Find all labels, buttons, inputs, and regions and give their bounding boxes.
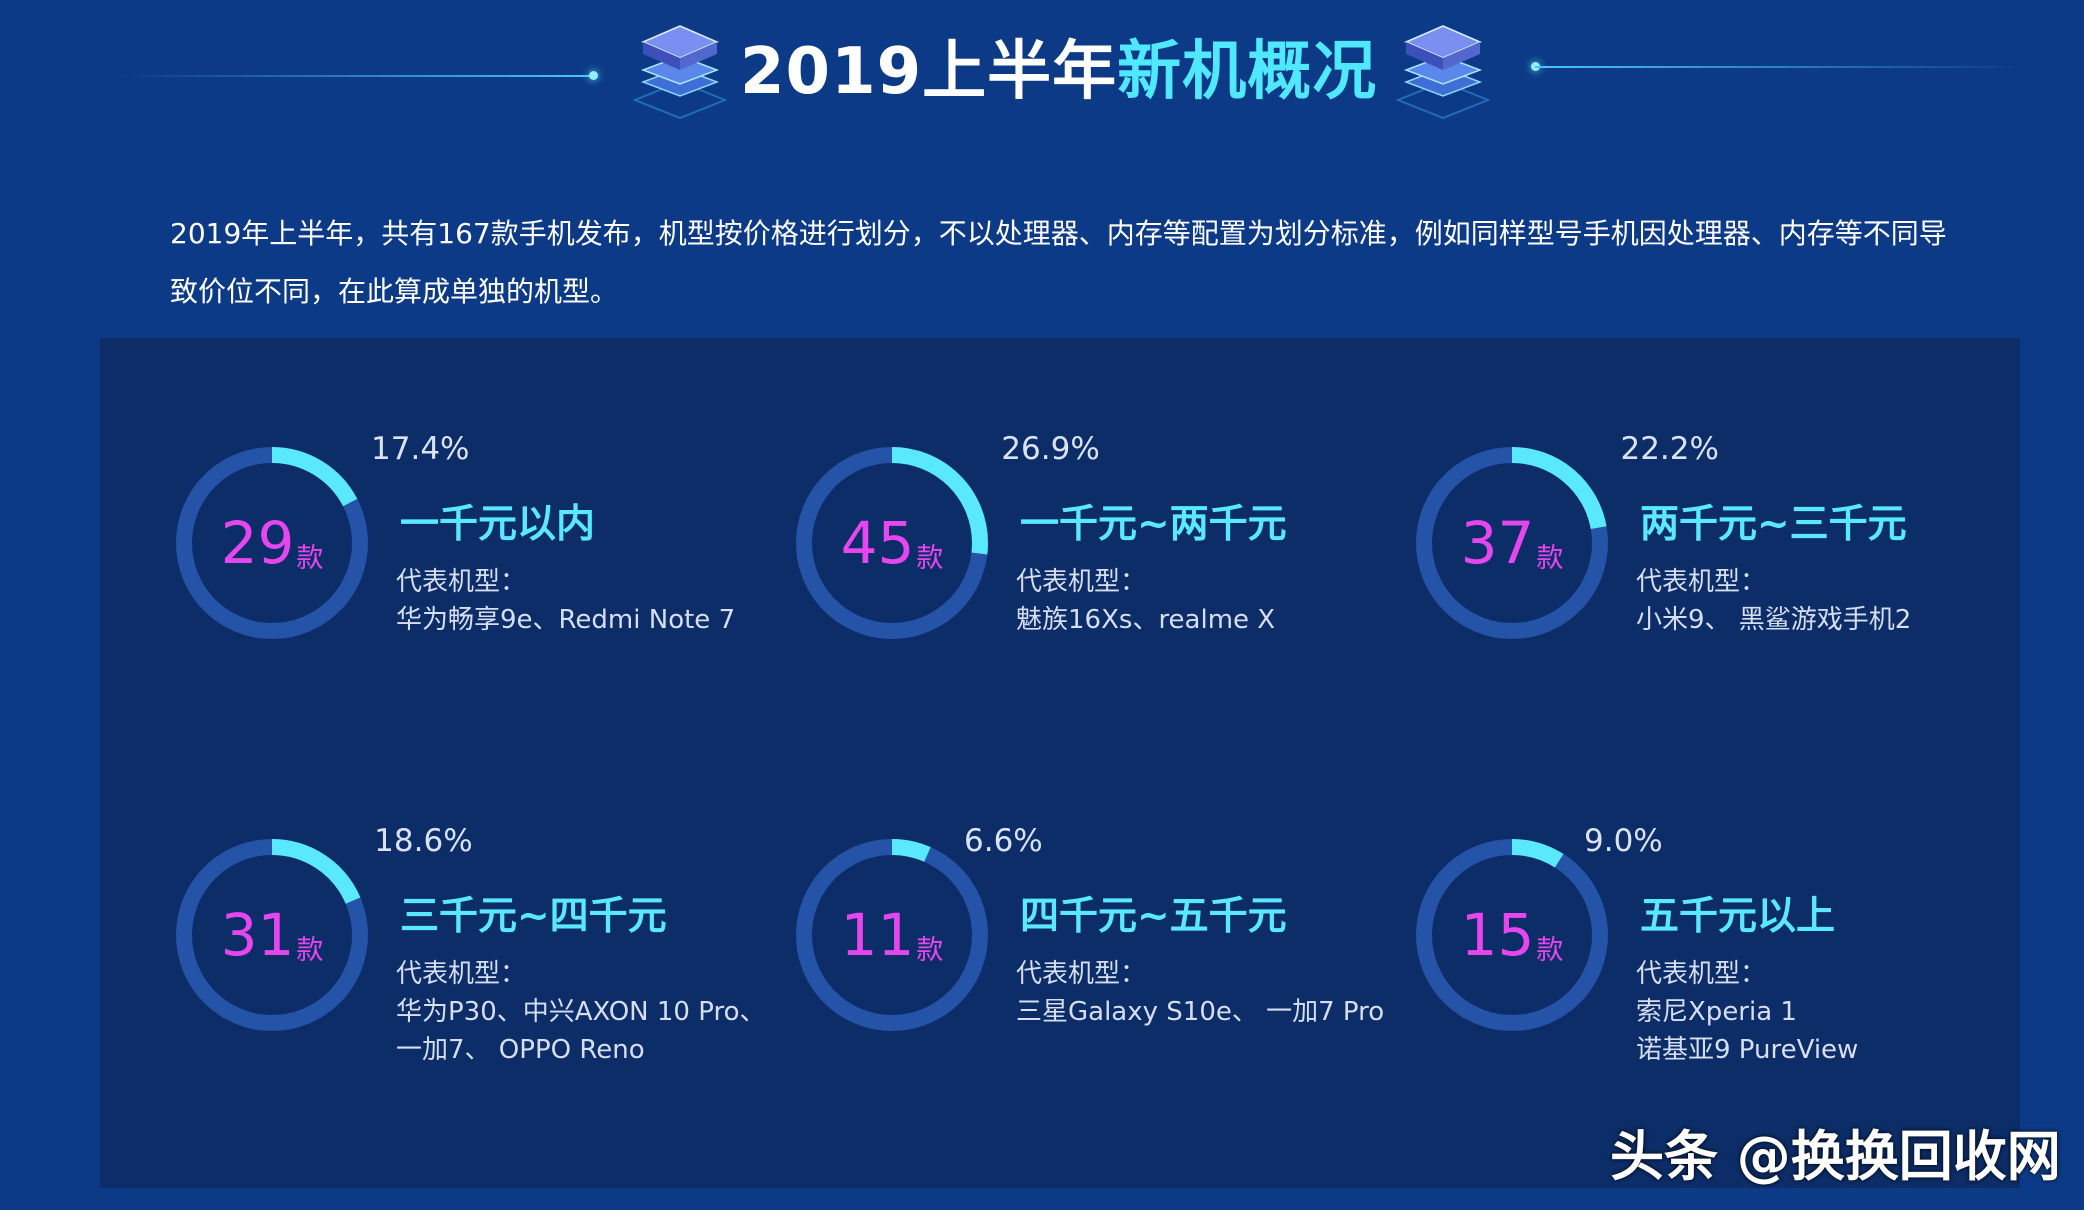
price-tier-6: 15 款 9.0% 五千元以上 代表机型： 索尼Xperia 1 诺基亚9 PureView [1412, 823, 2012, 1135]
percent-label: 9.0% [1584, 823, 1663, 859]
stats-panel: 29 款 17.4% 一千元以内 代表机型： 华为畅享9e、Redmi Note 7 45 款… [100, 338, 2020, 1188]
model-count: 11 款 [792, 835, 992, 1035]
percent-label: 6.6% [964, 823, 1043, 859]
representative-label: 代表机型： [396, 567, 527, 597]
donut-ring [796, 839, 988, 1031]
count-number: 37 [1460, 509, 1535, 577]
representative-models: 小米9、 黑鲨游戏手机2 [1636, 601, 1911, 639]
model-name: 一加7、 OPPO Reno [396, 1035, 645, 1065]
donut-segment [796, 839, 988, 1031]
donut-ring [1416, 839, 1608, 1031]
model-name: 索尼Xperia 1 [1636, 997, 1797, 1027]
representative-label: 代表机型： [1016, 959, 1147, 989]
model-name: 三星Galaxy S10e、 一加7 Pro [1016, 997, 1385, 1027]
donut-ring [796, 447, 988, 639]
count-number: 31 [220, 901, 295, 969]
model-name: 魅族16Xs、realme X [1016, 605, 1276, 635]
price-tier-2: 45 款 26.9% 一千元~两千元 代表机型： 魅族16Xs、realme X [792, 431, 1392, 743]
model-count: 31 款 [172, 835, 372, 1035]
price-range-title: 一千元以内 [400, 502, 596, 547]
donut-ring [176, 839, 368, 1031]
model-count: 29 款 [172, 443, 372, 643]
donut-segment [176, 839, 368, 1031]
title-highlight: 新机概况 [1117, 35, 1378, 109]
count-unit: 款 [296, 542, 324, 574]
donut-segment [1416, 839, 1608, 1031]
layers-icon [632, 25, 728, 120]
model-name: 小米9、 黑鲨游戏手机2 [1636, 605, 1912, 635]
layers-icon [1395, 25, 1491, 120]
representative-label: 代表机型： [1636, 959, 1767, 989]
donut-segment [1416, 447, 1608, 639]
count-unit: 款 [296, 934, 324, 966]
donut-ring [176, 447, 368, 639]
page-title: 2019上半年新机概况 [740, 32, 1376, 112]
percent-label: 22.2% [1620, 431, 1719, 467]
count-number: 15 [1460, 901, 1535, 969]
count-number: 11 [840, 901, 915, 969]
percent-label: 18.6% [374, 823, 473, 859]
representative-label: 代表机型： [1636, 567, 1767, 597]
representative-models: 华为畅享9e、Redmi Note 7 [396, 601, 735, 639]
model-count: 45 款 [792, 443, 992, 643]
header-left-line [120, 75, 595, 77]
model-count: 15 款 [1412, 835, 1612, 1035]
model-name: 华为P30、中兴AXON 10 Pro、 [396, 997, 766, 1027]
percent-label: 26.9% [1001, 431, 1100, 467]
donut-ring [1416, 447, 1608, 639]
price-tier-4: 31 款 18.6% 三千元~四千元 代表机型： 华为P30、中兴AXON 10 Pro、… [172, 823, 772, 1135]
header-right-line [1535, 66, 2025, 68]
count-unit: 款 [916, 542, 944, 574]
representative-label: 代表机型： [396, 959, 527, 989]
representative-models: 三星Galaxy S10e、 一加7 Pro [1016, 993, 1384, 1031]
model-name: 华为畅享9e、Redmi Note 7 [396, 605, 736, 635]
price-range-title: 三千元~四千元 [400, 894, 667, 939]
price-range-title: 两千元~三千元 [1640, 502, 1907, 547]
count-unit: 款 [916, 934, 944, 966]
representative-label: 代表机型： [1016, 567, 1147, 597]
representative-models: 魅族16Xs、realme X [1016, 601, 1275, 639]
intro-text: 2019年上半年，共有167款手机发布，机型按价格进行划分，不以处理器、内存等配… [170, 217, 1947, 308]
representative-models: 华为P30、中兴AXON 10 Pro、 一加7、 OPPO Reno [396, 993, 765, 1069]
model-count: 37 款 [1412, 443, 1612, 643]
count-unit: 款 [1536, 542, 1564, 574]
header: 2019上半年新机概况 [0, 0, 2084, 160]
price-tier-1: 29 款 17.4% 一千元以内 代表机型： 华为畅享9e、Redmi Note 7 [172, 431, 772, 743]
watermark: 头条 @换换回收网 [1610, 1125, 2061, 1188]
price-tier-3: 37 款 22.2% 两千元~三千元 代表机型： 小米9、 黑鲨游戏手机2 [1412, 431, 2012, 743]
price-range-title: 四千元~五千元 [1020, 894, 1287, 939]
donut-segment [796, 447, 988, 639]
price-tier-5: 11 款 6.6% 四千元~五千元 代表机型： 三星Galaxy S10e、 一加7 Pr… [792, 823, 1392, 1135]
count-number: 45 [840, 509, 915, 577]
header-left-dot [589, 71, 598, 80]
percent-label: 17.4% [371, 431, 470, 467]
representative-models: 索尼Xperia 1 诺基亚9 PureView [1636, 993, 1858, 1069]
price-range-title: 五千元以上 [1640, 894, 1836, 939]
count-number: 29 [220, 509, 295, 577]
title-prefix: 2019上半年 [740, 35, 1118, 109]
donut-segment [176, 447, 368, 639]
model-name: 诺基亚9 PureView [1636, 1035, 1859, 1065]
price-range-title: 一千元~两千元 [1020, 502, 1287, 547]
count-unit: 款 [1536, 934, 1564, 966]
